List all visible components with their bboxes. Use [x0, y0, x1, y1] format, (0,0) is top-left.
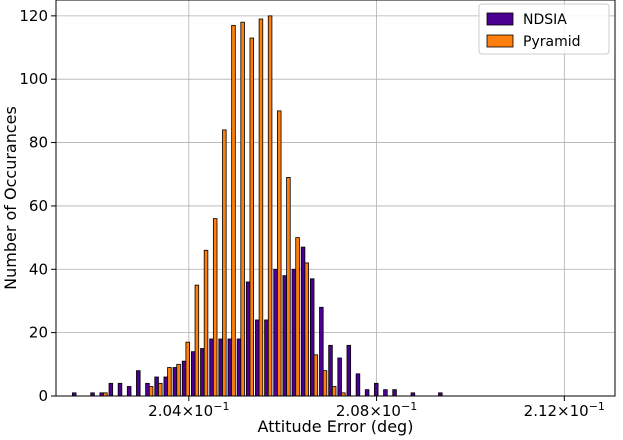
bar: [300, 246, 306, 397]
bar: [383, 389, 388, 397]
bar: [194, 284, 200, 397]
bar: [322, 370, 328, 397]
bar: [108, 382, 114, 397]
bar: [236, 338, 242, 397]
x-axis-label: Attitude Error (deg): [258, 417, 414, 436]
bar: [145, 382, 150, 397]
bar: [154, 376, 159, 397]
bar: [218, 338, 223, 397]
bar: [176, 363, 181, 397]
bar: [319, 306, 324, 397]
bar: [267, 15, 273, 397]
x-tick-label: 2.08×10−1: [336, 400, 417, 420]
bar: [117, 382, 123, 397]
grid: [56, 0, 615, 397]
bar: [231, 24, 236, 397]
bar: [172, 367, 178, 397]
bar: [273, 268, 278, 397]
bar: [240, 21, 245, 397]
bar: [304, 262, 309, 397]
bar: [190, 351, 196, 397]
bar: [258, 18, 264, 397]
bar: [222, 129, 227, 397]
bar: [227, 338, 233, 397]
bar: [136, 370, 141, 397]
plot-frame: [55, 0, 616, 397]
bar: [167, 367, 172, 397]
y-tick-label: 120: [19, 7, 48, 25]
y-tick-label: 40: [29, 260, 48, 278]
bar: [392, 389, 397, 397]
bar: [245, 281, 251, 397]
bar: [277, 110, 282, 397]
bar: [355, 373, 361, 397]
y-tick-label: 100: [19, 70, 48, 88]
legend-swatch: [486, 12, 514, 26]
series-ndsia: [72, 246, 443, 397]
bar: [313, 354, 319, 397]
bar: [331, 386, 337, 397]
y-axis: 0 20 40 60 80 100 120: [19, 7, 56, 405]
bar: [163, 376, 168, 397]
bar: [249, 37, 255, 397]
bar: [286, 177, 291, 397]
bar: [374, 382, 379, 397]
bar: [212, 218, 218, 397]
y-axis-label: Number of Occurances: [1, 106, 20, 290]
bar: [203, 249, 209, 397]
bar: [126, 386, 132, 397]
bar: [148, 386, 154, 397]
bar: [346, 344, 352, 397]
legend-swatch: [486, 34, 514, 48]
bar: [328, 344, 333, 397]
legend-label: NDSIA: [523, 12, 567, 28]
bar: [185, 341, 190, 397]
x-tick-label: 2.12×10−1: [524, 400, 605, 420]
y-tick-label: 20: [29, 324, 48, 342]
legend: NDSIA Pyramid: [478, 3, 610, 55]
bar: [309, 278, 315, 397]
bar: [255, 319, 260, 397]
bar: [158, 382, 163, 397]
bar: [295, 237, 300, 397]
bar: [337, 357, 342, 397]
bar: [181, 360, 187, 397]
legend-label: Pyramid: [523, 34, 580, 50]
y-tick-label: 60: [29, 197, 48, 215]
bar: [364, 389, 370, 397]
bar: [209, 338, 214, 397]
bar: [264, 319, 269, 397]
x-axis: 2.04×10−1 2.08×10−1 2.12×10−1: [148, 396, 605, 420]
y-tick-label: 0: [38, 387, 48, 405]
y-tick-label: 80: [29, 134, 48, 152]
bar: [291, 268, 297, 397]
bar: [282, 275, 287, 397]
x-tick-label: 2.04×10−1: [148, 400, 229, 420]
bar: [200, 348, 205, 397]
